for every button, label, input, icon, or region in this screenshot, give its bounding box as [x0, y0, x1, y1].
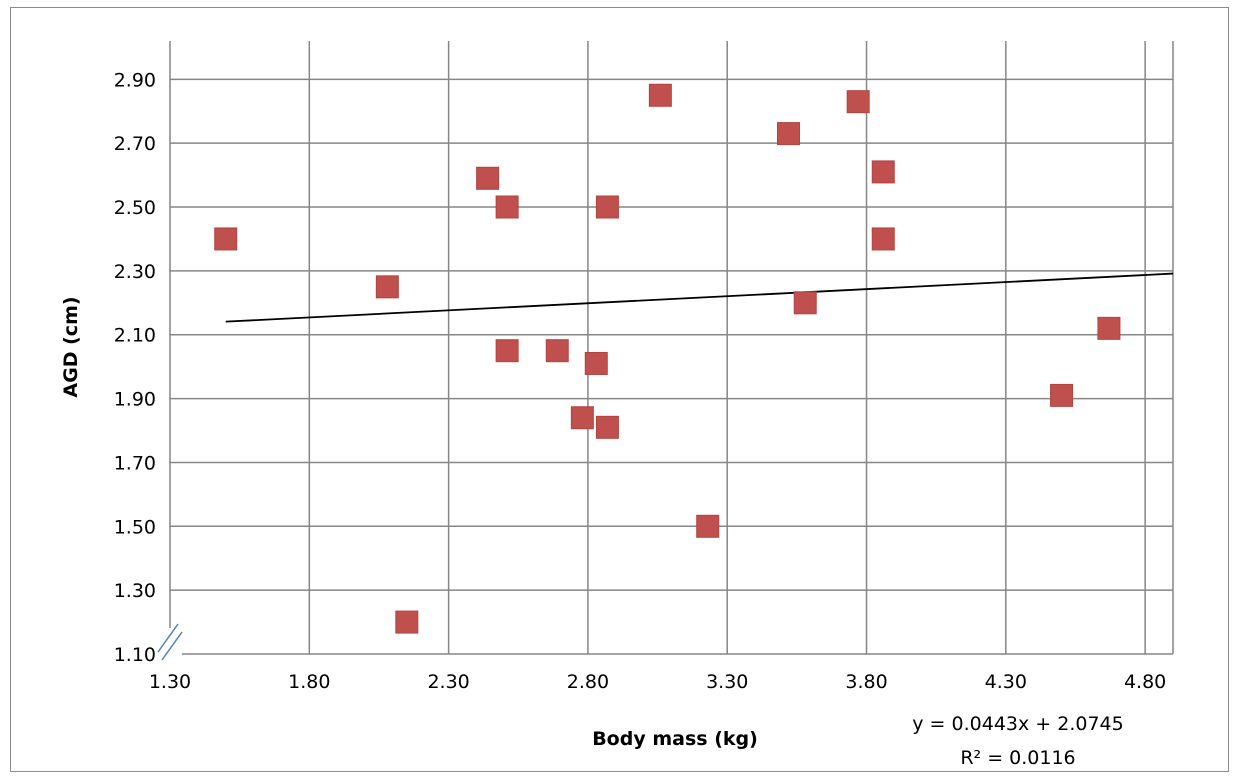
- axes: [157, 41, 1173, 661]
- data-point: [375, 275, 399, 299]
- data-point: [395, 610, 419, 634]
- data-point: [793, 291, 817, 315]
- data-points: [214, 83, 1121, 634]
- data-point: [476, 166, 500, 190]
- axis-break-mark: [161, 631, 183, 661]
- data-point: [595, 415, 619, 439]
- tick-labels: 1.30 1.80 2.30 2.80 3.30 3.80 4.30 4.80 1.10 1.30…: [114, 69, 1167, 693]
- x-tick-label: 3.30: [706, 671, 748, 693]
- data-point: [495, 195, 519, 219]
- y-tick-label: 2.10: [114, 325, 156, 347]
- trendline-r-squared: R² = 0.0116: [960, 747, 1075, 769]
- y-axis-title: AGD (cm): [60, 296, 82, 397]
- y-tick-label: 1.50: [114, 516, 156, 538]
- y-tick-label: 2.70: [114, 133, 156, 155]
- chart-frame: [10, 7, 1229, 772]
- data-point: [495, 339, 519, 363]
- data-point: [871, 227, 895, 251]
- y-tick-label: 1.70: [114, 452, 156, 474]
- y-tick-label: 1.30: [114, 580, 156, 602]
- x-tick-label: 2.80: [567, 671, 609, 693]
- data-point: [570, 406, 594, 430]
- x-tick-label: 3.80: [845, 671, 887, 693]
- x-tick-label: 1.30: [149, 671, 191, 693]
- gridlines: [170, 41, 1174, 654]
- data-point: [777, 122, 801, 146]
- y-tick-label: 2.90: [114, 69, 156, 91]
- data-point: [584, 351, 608, 375]
- data-point: [595, 195, 619, 219]
- axis-break-mask: [158, 628, 182, 658]
- axis-break-mark: [157, 623, 179, 653]
- data-point: [1097, 316, 1121, 340]
- x-tick-label: 2.30: [427, 671, 469, 693]
- y-tick-label: 1.10: [114, 644, 156, 666]
- data-point: [846, 90, 870, 114]
- y-tick-label: 1.90: [114, 389, 156, 411]
- x-tick-label: 4.30: [985, 671, 1027, 693]
- x-tick-label: 4.80: [1124, 671, 1166, 693]
- y-tick-label: 2.30: [114, 261, 156, 283]
- data-point: [696, 514, 720, 538]
- y-tick-label: 2.50: [114, 197, 156, 219]
- trendline-equation: y = 0.0443x + 2.0745: [912, 713, 1123, 735]
- data-point: [214, 227, 238, 251]
- data-point: [545, 339, 569, 363]
- data-point: [648, 83, 672, 107]
- data-point: [871, 160, 895, 184]
- trendline-group: [225, 272, 1174, 323]
- x-tick-label: 1.80: [288, 671, 330, 693]
- trendline: [225, 272, 1174, 323]
- data-point: [1050, 383, 1074, 407]
- x-axis-title: Body mass (kg): [592, 728, 758, 750]
